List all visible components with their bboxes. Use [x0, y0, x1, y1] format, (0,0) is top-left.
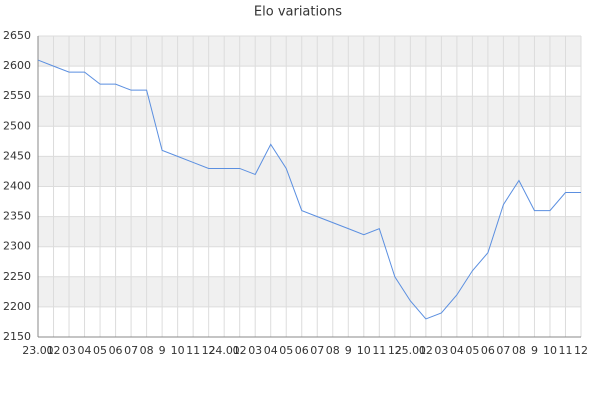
x-tick-label: 9: [345, 344, 352, 357]
y-tick-label: 2150: [3, 330, 31, 343]
x-tick-label: 05: [93, 344, 107, 357]
x-tick-label: 12: [388, 344, 402, 357]
x-tick-label: 9: [531, 344, 538, 357]
x-tick-label: 08: [140, 344, 154, 357]
x-tick-label: 12: [202, 344, 216, 357]
grid-band: [38, 36, 581, 67]
x-tick-label: 03: [434, 344, 448, 357]
grid-band: [38, 216, 581, 247]
x-tick-label: 10: [171, 344, 185, 357]
x-tick-label: 25.01: [395, 344, 427, 357]
x-tick-label: 06: [109, 344, 123, 357]
x-tick-label: 08: [326, 344, 340, 357]
x-tick-label: 11: [372, 344, 386, 357]
x-tick-label: 07: [310, 344, 324, 357]
x-tick-label: 02: [233, 344, 247, 357]
x-tick-label: 04: [450, 344, 464, 357]
x-tick-label: 04: [78, 344, 92, 357]
x-tick-label: 9: [159, 344, 166, 357]
y-tick-label: 2500: [3, 119, 31, 132]
x-tick-label: 06: [481, 344, 495, 357]
x-tick-label: 07: [124, 344, 138, 357]
x-tick-label: 10: [357, 344, 371, 357]
y-tick-label: 2550: [3, 89, 31, 102]
x-tick-label: 08: [512, 344, 526, 357]
x-tick-label: 03: [62, 344, 76, 357]
y-tick-label: 2400: [3, 180, 31, 193]
y-tick-label: 2350: [3, 210, 31, 223]
x-tick-label: 24.01: [208, 344, 240, 357]
x-tick-label: 07: [496, 344, 510, 357]
x-tick-label: 11: [558, 344, 572, 357]
data-line: [37, 59, 581, 320]
x-tick-label: 05: [279, 344, 293, 357]
x-tick-label: 05: [465, 344, 479, 357]
y-tick-label: 2600: [3, 59, 31, 72]
x-tick-label: 03: [248, 344, 262, 357]
x-tick-label: 23.01: [22, 344, 54, 357]
x-tick-label: 04: [264, 344, 278, 357]
x-tick-label: 12: [574, 344, 588, 357]
y-tick-label: 2450: [3, 149, 31, 162]
grid-band: [38, 276, 581, 307]
x-tick-label: 11: [186, 344, 200, 357]
y-tick-label: 2650: [3, 29, 31, 42]
chart-title: Elo variations: [254, 5, 342, 20]
x-tick-label: 06: [295, 344, 309, 357]
grid-band: [38, 96, 581, 127]
y-tick-label: 2250: [3, 270, 31, 283]
x-tick-label: 02: [47, 344, 61, 357]
x-tick-label: 10: [543, 344, 557, 357]
grid-band: [38, 156, 581, 187]
y-tick-label: 2200: [3, 300, 31, 313]
x-tick-label: 02: [419, 344, 433, 357]
y-tick-label: 2300: [3, 240, 31, 253]
